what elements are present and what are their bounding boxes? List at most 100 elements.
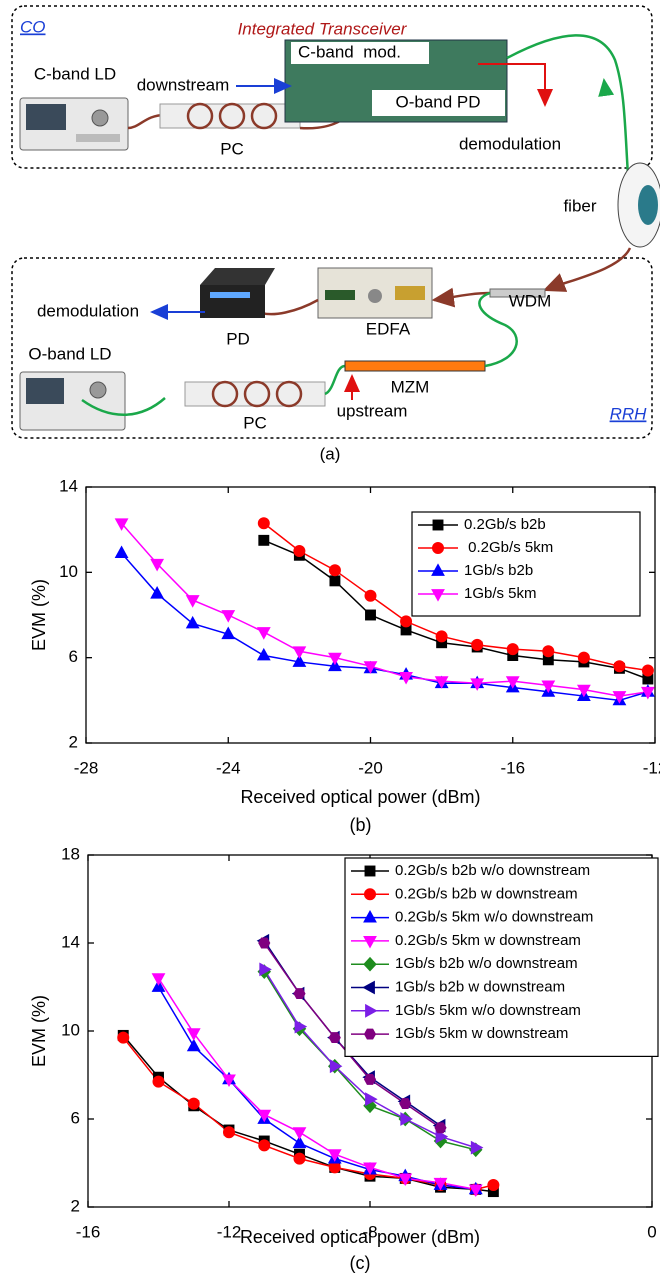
legend-label: 1Gb/s b2b w downstream xyxy=(395,978,565,995)
y-axis-label: EVM (%) xyxy=(29,579,49,651)
marker xyxy=(292,654,307,667)
legend-marker xyxy=(363,936,377,949)
cband-ld-label: C-band LD xyxy=(34,64,116,83)
fiber-line xyxy=(127,113,166,130)
legend-marker xyxy=(431,589,445,602)
marker xyxy=(223,1126,235,1139)
marker xyxy=(506,643,519,656)
legend-label: 1Gb/s b2b w/o downstream xyxy=(395,955,578,972)
marker xyxy=(641,664,654,677)
series-line xyxy=(263,539,649,680)
demodulation-rrh-label: demodulation xyxy=(37,301,139,320)
series-line xyxy=(120,522,648,697)
x-tick-label: -24 xyxy=(216,758,241,777)
legend-label: 0.2Gb/s b2b w downstream xyxy=(395,885,578,902)
marker xyxy=(328,652,342,666)
fiber-line xyxy=(324,364,346,396)
caption: (b) xyxy=(350,815,372,835)
marker xyxy=(117,1031,130,1044)
legend-marker xyxy=(365,1003,378,1018)
marker xyxy=(364,589,377,602)
legend-marker xyxy=(432,542,444,554)
oband-ld-device xyxy=(19,371,126,431)
legend-label: 0.2Gb/s 5km xyxy=(464,539,553,556)
co-box xyxy=(11,5,653,169)
marker xyxy=(221,610,236,623)
legend-label: 1Gb/s b2b xyxy=(464,562,533,579)
marker xyxy=(114,545,129,559)
cband-ld-device xyxy=(19,97,129,151)
marker xyxy=(257,1109,272,1123)
legend-marker xyxy=(363,1028,377,1040)
marker xyxy=(293,545,306,557)
marker xyxy=(293,1152,306,1165)
marker xyxy=(292,646,307,659)
marker xyxy=(365,1092,378,1107)
marker xyxy=(329,575,341,587)
co-label: CO xyxy=(20,17,46,36)
marker xyxy=(185,615,200,629)
y-tick-label: 2 xyxy=(69,732,78,751)
marker xyxy=(400,615,413,628)
transceiver-label: Integrated Transceiver xyxy=(238,19,408,38)
legend-label: 0.2Gb/s b2b w/o downstream xyxy=(395,862,590,879)
diagram: CO Integrated Transceiver C-band LD PC C… xyxy=(11,5,660,463)
x-axis-label: Received optical power (dBm) xyxy=(240,1227,480,1247)
marker xyxy=(221,626,236,640)
rrh-box xyxy=(11,257,653,439)
legend-marker xyxy=(362,980,375,995)
x-tick-label: -12 xyxy=(643,758,660,777)
wdm-label: WDM xyxy=(509,291,551,310)
x-tick-label: -28 xyxy=(74,758,99,777)
marker xyxy=(613,660,626,673)
legend-marker xyxy=(364,888,376,901)
marker xyxy=(186,1028,201,1041)
marker xyxy=(329,1059,343,1074)
marker xyxy=(222,1074,236,1088)
marker xyxy=(541,680,556,694)
y-tick-label: 2 xyxy=(71,1196,80,1215)
marker xyxy=(542,645,555,658)
marker xyxy=(293,988,306,1000)
oband-ld-label: O-band LD xyxy=(28,344,111,363)
marker xyxy=(258,937,271,949)
fiber-arrow xyxy=(598,78,615,97)
fiber-line xyxy=(506,34,630,176)
marker xyxy=(187,1097,200,1110)
marker xyxy=(327,1149,342,1162)
legend-label: 0.2Gb/s 5km w downstream xyxy=(395,932,581,949)
mod-box xyxy=(291,42,429,64)
demodulation-co-label: demodulation xyxy=(459,134,561,153)
downstream-label: downstream xyxy=(137,75,230,94)
marker xyxy=(256,647,271,661)
marker xyxy=(433,1177,448,1191)
marker xyxy=(399,1098,412,1110)
marker xyxy=(400,1112,413,1126)
upstream-label: upstream xyxy=(337,401,408,420)
marker xyxy=(435,630,448,643)
marker xyxy=(434,676,449,689)
marker xyxy=(398,1173,413,1187)
x-tick-label: -12 xyxy=(217,1222,242,1241)
x-tick-label: -16 xyxy=(500,758,525,777)
fiber-spool xyxy=(617,162,660,248)
mzm-device xyxy=(344,360,486,372)
pd-box xyxy=(372,90,505,116)
marker xyxy=(435,1129,449,1144)
marker xyxy=(259,962,272,977)
marker xyxy=(640,686,655,700)
y-tick-label: 6 xyxy=(69,647,78,666)
x-tick-label: -16 xyxy=(76,1222,101,1241)
y-tick-label: 18 xyxy=(61,844,80,863)
fiber-line xyxy=(81,397,166,416)
mzm-label: MZM xyxy=(391,377,430,396)
marker xyxy=(328,1161,341,1174)
legend-marker xyxy=(431,563,445,576)
legend-label: 1Gb/s 5km w downstream xyxy=(395,1025,568,1042)
legend-label: 0.2Gb/s 5km w/o downstream xyxy=(395,909,593,926)
marker xyxy=(612,691,627,704)
series-line xyxy=(263,942,441,1129)
marker xyxy=(470,1140,484,1155)
y-axis-label: EVM (%) xyxy=(29,995,49,1067)
